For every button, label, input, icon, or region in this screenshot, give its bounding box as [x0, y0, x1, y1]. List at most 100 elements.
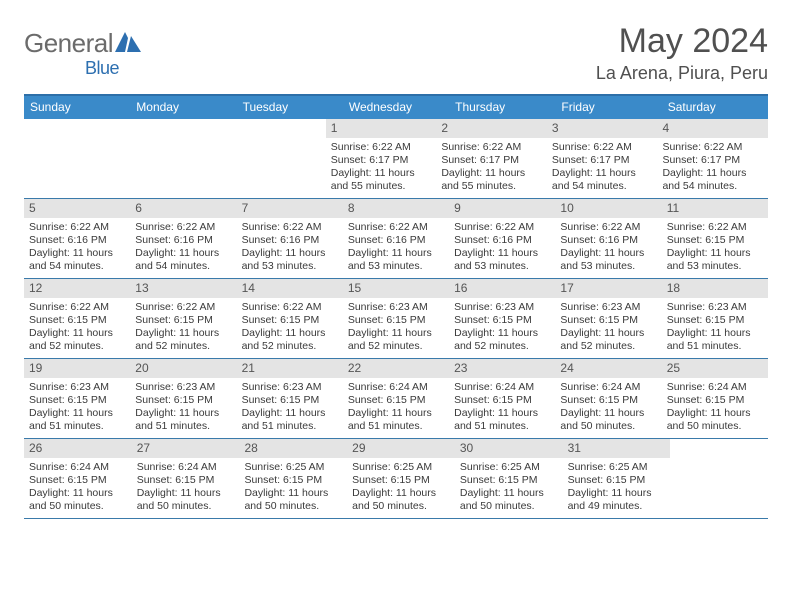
day-cell: 8Sunrise: 6:22 AMSunset: 6:16 PMDaylight…	[343, 199, 449, 278]
day-cell: 24Sunrise: 6:24 AMSunset: 6:15 PMDayligh…	[555, 359, 661, 438]
daylight-text: Daylight: 11 hours and 54 minutes.	[552, 167, 653, 193]
sunset-text: Sunset: 6:15 PM	[454, 314, 550, 327]
day-cell: 5Sunrise: 6:22 AMSunset: 6:16 PMDaylight…	[24, 199, 130, 278]
day-cell: 26Sunrise: 6:24 AMSunset: 6:15 PMDayligh…	[24, 439, 132, 518]
daylight-text: Daylight: 11 hours and 53 minutes.	[667, 247, 763, 273]
sunrise-text: Sunrise: 6:22 AM	[552, 141, 653, 154]
daylight-text: Daylight: 11 hours and 54 minutes.	[135, 247, 231, 273]
sunrise-text: Sunrise: 6:23 AM	[348, 301, 444, 314]
day-number: 2	[436, 119, 547, 138]
day-number: 12	[24, 279, 130, 298]
weekday-header-row: SundayMondayTuesdayWednesdayThursdayFrid…	[24, 96, 768, 119]
daylight-text: Daylight: 11 hours and 53 minutes.	[242, 247, 338, 273]
sunset-text: Sunset: 6:15 PM	[137, 474, 235, 487]
brand-mark-icon	[115, 32, 141, 52]
sunset-text: Sunset: 6:15 PM	[667, 234, 763, 247]
sunrise-text: Sunrise: 6:25 AM	[460, 461, 558, 474]
sunrise-text: Sunrise: 6:22 AM	[242, 301, 338, 314]
day-cell: 13Sunrise: 6:22 AMSunset: 6:15 PMDayligh…	[130, 279, 236, 358]
weekday-cell: Tuesday	[237, 96, 343, 119]
day-cell: 7Sunrise: 6:22 AMSunset: 6:16 PMDaylight…	[237, 199, 343, 278]
sunrise-text: Sunrise: 6:22 AM	[662, 141, 763, 154]
daylight-text: Daylight: 11 hours and 53 minutes.	[560, 247, 656, 273]
day-cell: 27Sunrise: 6:24 AMSunset: 6:15 PMDayligh…	[132, 439, 240, 518]
weekday-cell: Sunday	[24, 96, 130, 119]
day-number: 16	[449, 279, 555, 298]
daylight-text: Daylight: 11 hours and 52 minutes.	[454, 327, 550, 353]
sunset-text: Sunset: 6:16 PM	[29, 234, 125, 247]
sunrise-text: Sunrise: 6:23 AM	[135, 381, 231, 394]
day-cell: 19Sunrise: 6:23 AMSunset: 6:15 PMDayligh…	[24, 359, 130, 438]
sunrise-text: Sunrise: 6:25 AM	[352, 461, 450, 474]
week-row: 1Sunrise: 6:22 AMSunset: 6:17 PMDaylight…	[24, 119, 768, 199]
sunrise-text: Sunrise: 6:24 AM	[667, 381, 763, 394]
sunset-text: Sunset: 6:15 PM	[667, 314, 763, 327]
day-number: 21	[237, 359, 343, 378]
day-number: 13	[130, 279, 236, 298]
sunrise-text: Sunrise: 6:24 AM	[560, 381, 656, 394]
sunset-text: Sunset: 6:15 PM	[560, 394, 656, 407]
week-row: 12Sunrise: 6:22 AMSunset: 6:15 PMDayligh…	[24, 279, 768, 359]
day-cell: 18Sunrise: 6:23 AMSunset: 6:15 PMDayligh…	[662, 279, 768, 358]
day-cell: 11Sunrise: 6:22 AMSunset: 6:15 PMDayligh…	[662, 199, 768, 278]
sunrise-text: Sunrise: 6:24 AM	[348, 381, 444, 394]
daylight-text: Daylight: 11 hours and 52 minutes.	[29, 327, 125, 353]
sunset-text: Sunset: 6:15 PM	[242, 314, 338, 327]
sunset-text: Sunset: 6:15 PM	[135, 394, 231, 407]
sunset-text: Sunset: 6:15 PM	[460, 474, 558, 487]
weekday-cell: Friday	[555, 96, 661, 119]
sunset-text: Sunset: 6:15 PM	[29, 394, 125, 407]
day-number: 6	[130, 199, 236, 218]
sunset-text: Sunset: 6:16 PM	[242, 234, 338, 247]
sunset-text: Sunset: 6:15 PM	[244, 474, 342, 487]
sunrise-text: Sunrise: 6:24 AM	[137, 461, 235, 474]
sunrise-text: Sunrise: 6:25 AM	[568, 461, 666, 474]
day-cell: 16Sunrise: 6:23 AMSunset: 6:15 PMDayligh…	[449, 279, 555, 358]
sunset-text: Sunset: 6:16 PM	[135, 234, 231, 247]
sunset-text: Sunset: 6:17 PM	[331, 154, 432, 167]
week-row: 5Sunrise: 6:22 AMSunset: 6:16 PMDaylight…	[24, 199, 768, 279]
brand-name-part1: General	[24, 28, 113, 59]
day-number: 22	[343, 359, 449, 378]
daylight-text: Daylight: 11 hours and 51 minutes.	[29, 407, 125, 433]
day-number: 4	[657, 119, 768, 138]
daylight-text: Daylight: 11 hours and 52 minutes.	[135, 327, 231, 353]
daylight-text: Daylight: 11 hours and 51 minutes.	[135, 407, 231, 433]
day-cell: 14Sunrise: 6:22 AMSunset: 6:15 PMDayligh…	[237, 279, 343, 358]
sunrise-text: Sunrise: 6:22 AM	[135, 221, 231, 234]
day-cell: 15 Sunrise: 6:23 AMSunset: 6:15 PMDayligh…	[343, 279, 449, 358]
title-block: May 2024 La Arena, Piura, Peru	[596, 22, 768, 84]
sunset-text: Sunset: 6:15 PM	[242, 394, 338, 407]
calendar-grid: SundayMondayTuesdayWednesdayThursdayFrid…	[24, 94, 768, 519]
sunrise-text: Sunrise: 6:24 AM	[454, 381, 550, 394]
daylight-text: Daylight: 11 hours and 50 minutes.	[352, 487, 450, 513]
brand-name-part2: Blue	[85, 58, 119, 79]
sunrise-text: Sunrise: 6:22 AM	[29, 221, 125, 234]
day-number: 30	[455, 439, 563, 458]
sunrise-text: Sunrise: 6:22 AM	[242, 221, 338, 234]
daylight-text: Daylight: 11 hours and 52 minutes.	[242, 327, 338, 353]
day-cell: 21Sunrise: 6:23 AMSunset: 6:15 PMDayligh…	[237, 359, 343, 438]
day-number: 29	[347, 439, 455, 458]
sunset-text: Sunset: 6:15 PM	[348, 314, 444, 327]
day-number: 9	[449, 199, 555, 218]
weeks-container: 1Sunrise: 6:22 AMSunset: 6:17 PMDaylight…	[24, 119, 768, 519]
sunrise-text: Sunrise: 6:23 AM	[667, 301, 763, 314]
brand-logo: General Blue	[24, 28, 141, 59]
day-number: 3	[547, 119, 658, 138]
sunrise-text: Sunrise: 6:24 AM	[29, 461, 127, 474]
daylight-text: Daylight: 11 hours and 51 minutes.	[242, 407, 338, 433]
daylight-text: Daylight: 11 hours and 50 minutes.	[29, 487, 127, 513]
daylight-text: Daylight: 11 hours and 51 minutes.	[348, 407, 444, 433]
day-number: 18	[662, 279, 768, 298]
sunrise-text: Sunrise: 6:22 AM	[348, 221, 444, 234]
sunrise-text: Sunrise: 6:25 AM	[244, 461, 342, 474]
empty-day-cell	[24, 119, 125, 198]
day-number: 28	[239, 439, 347, 458]
daylight-text: Daylight: 11 hours and 53 minutes.	[454, 247, 550, 273]
day-cell: 9Sunrise: 6:22 AMSunset: 6:16 PMDaylight…	[449, 199, 555, 278]
day-number: 15	[343, 279, 449, 298]
daylight-text: Daylight: 11 hours and 55 minutes.	[441, 167, 542, 193]
week-row: 26Sunrise: 6:24 AMSunset: 6:15 PMDayligh…	[24, 439, 768, 519]
daylight-text: Daylight: 11 hours and 52 minutes.	[348, 327, 444, 353]
